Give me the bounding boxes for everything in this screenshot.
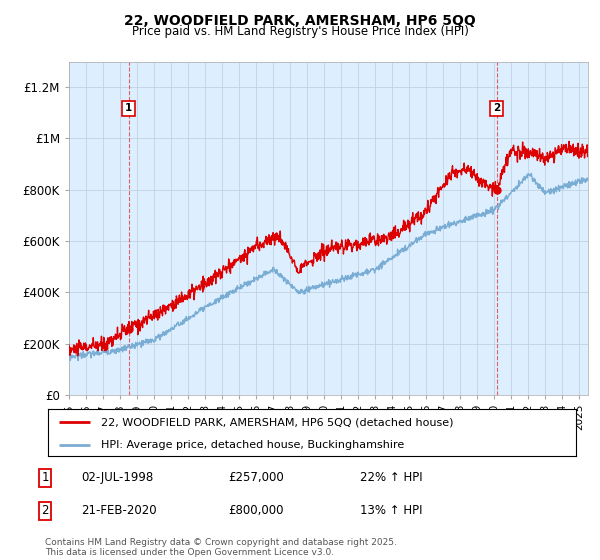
Text: 2: 2	[41, 504, 49, 517]
Text: 02-JUL-1998: 02-JUL-1998	[81, 471, 153, 484]
Text: Price paid vs. HM Land Registry's House Price Index (HPI): Price paid vs. HM Land Registry's House …	[131, 25, 469, 38]
Text: £800,000: £800,000	[228, 504, 284, 517]
Text: 1: 1	[41, 471, 49, 484]
Text: 22, WOODFIELD PARK, AMERSHAM, HP6 5QQ: 22, WOODFIELD PARK, AMERSHAM, HP6 5QQ	[124, 14, 476, 28]
Text: 22, WOODFIELD PARK, AMERSHAM, HP6 5QQ (detached house): 22, WOODFIELD PARK, AMERSHAM, HP6 5QQ (d…	[101, 417, 454, 427]
Text: HPI: Average price, detached house, Buckinghamshire: HPI: Average price, detached house, Buck…	[101, 440, 404, 450]
Text: 22% ↑ HPI: 22% ↑ HPI	[360, 471, 422, 484]
Text: £257,000: £257,000	[228, 471, 284, 484]
Text: 1: 1	[125, 103, 132, 113]
Text: 21-FEB-2020: 21-FEB-2020	[81, 504, 157, 517]
Text: 2: 2	[493, 103, 500, 113]
Text: Contains HM Land Registry data © Crown copyright and database right 2025.
This d: Contains HM Land Registry data © Crown c…	[45, 538, 397, 557]
Text: 13% ↑ HPI: 13% ↑ HPI	[360, 504, 422, 517]
